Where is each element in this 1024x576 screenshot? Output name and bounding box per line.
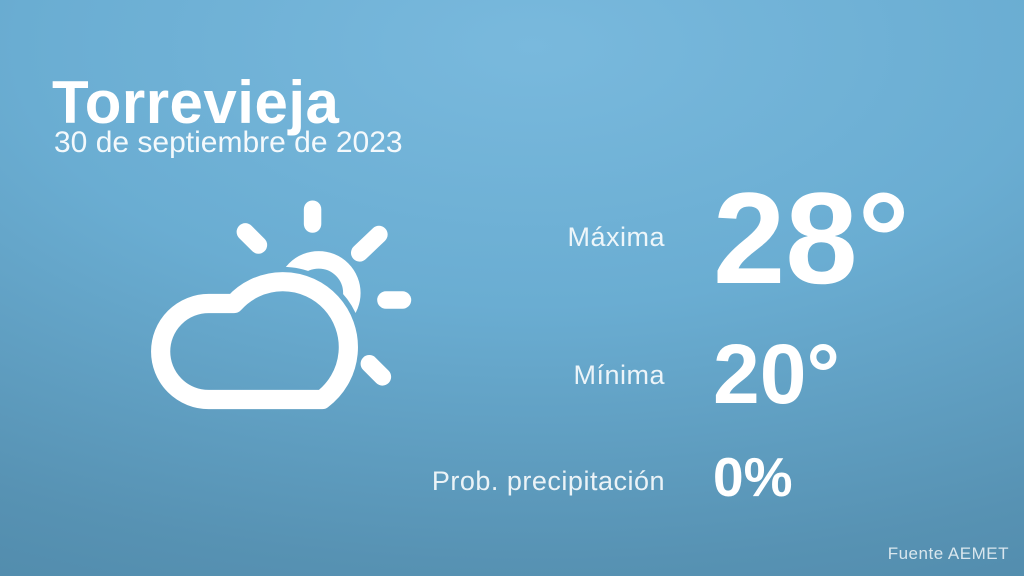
sun-behind-cloud-icon	[150, 190, 421, 417]
date-subtitle: 30 de septiembre de 2023	[54, 126, 403, 159]
min-temp-value: 20°	[713, 327, 841, 421]
max-temp-value: 28°	[713, 165, 910, 311]
page-title: Torrevieja	[52, 69, 340, 136]
max-temp-label: Máxima	[567, 222, 665, 252]
source-attribution: Fuente AEMET	[887, 544, 1009, 563]
precipitation-value: 0%	[713, 446, 793, 508]
precipitation-label: Prob. precipitación	[431, 466, 665, 496]
min-temp-label: Mínima	[573, 360, 665, 390]
